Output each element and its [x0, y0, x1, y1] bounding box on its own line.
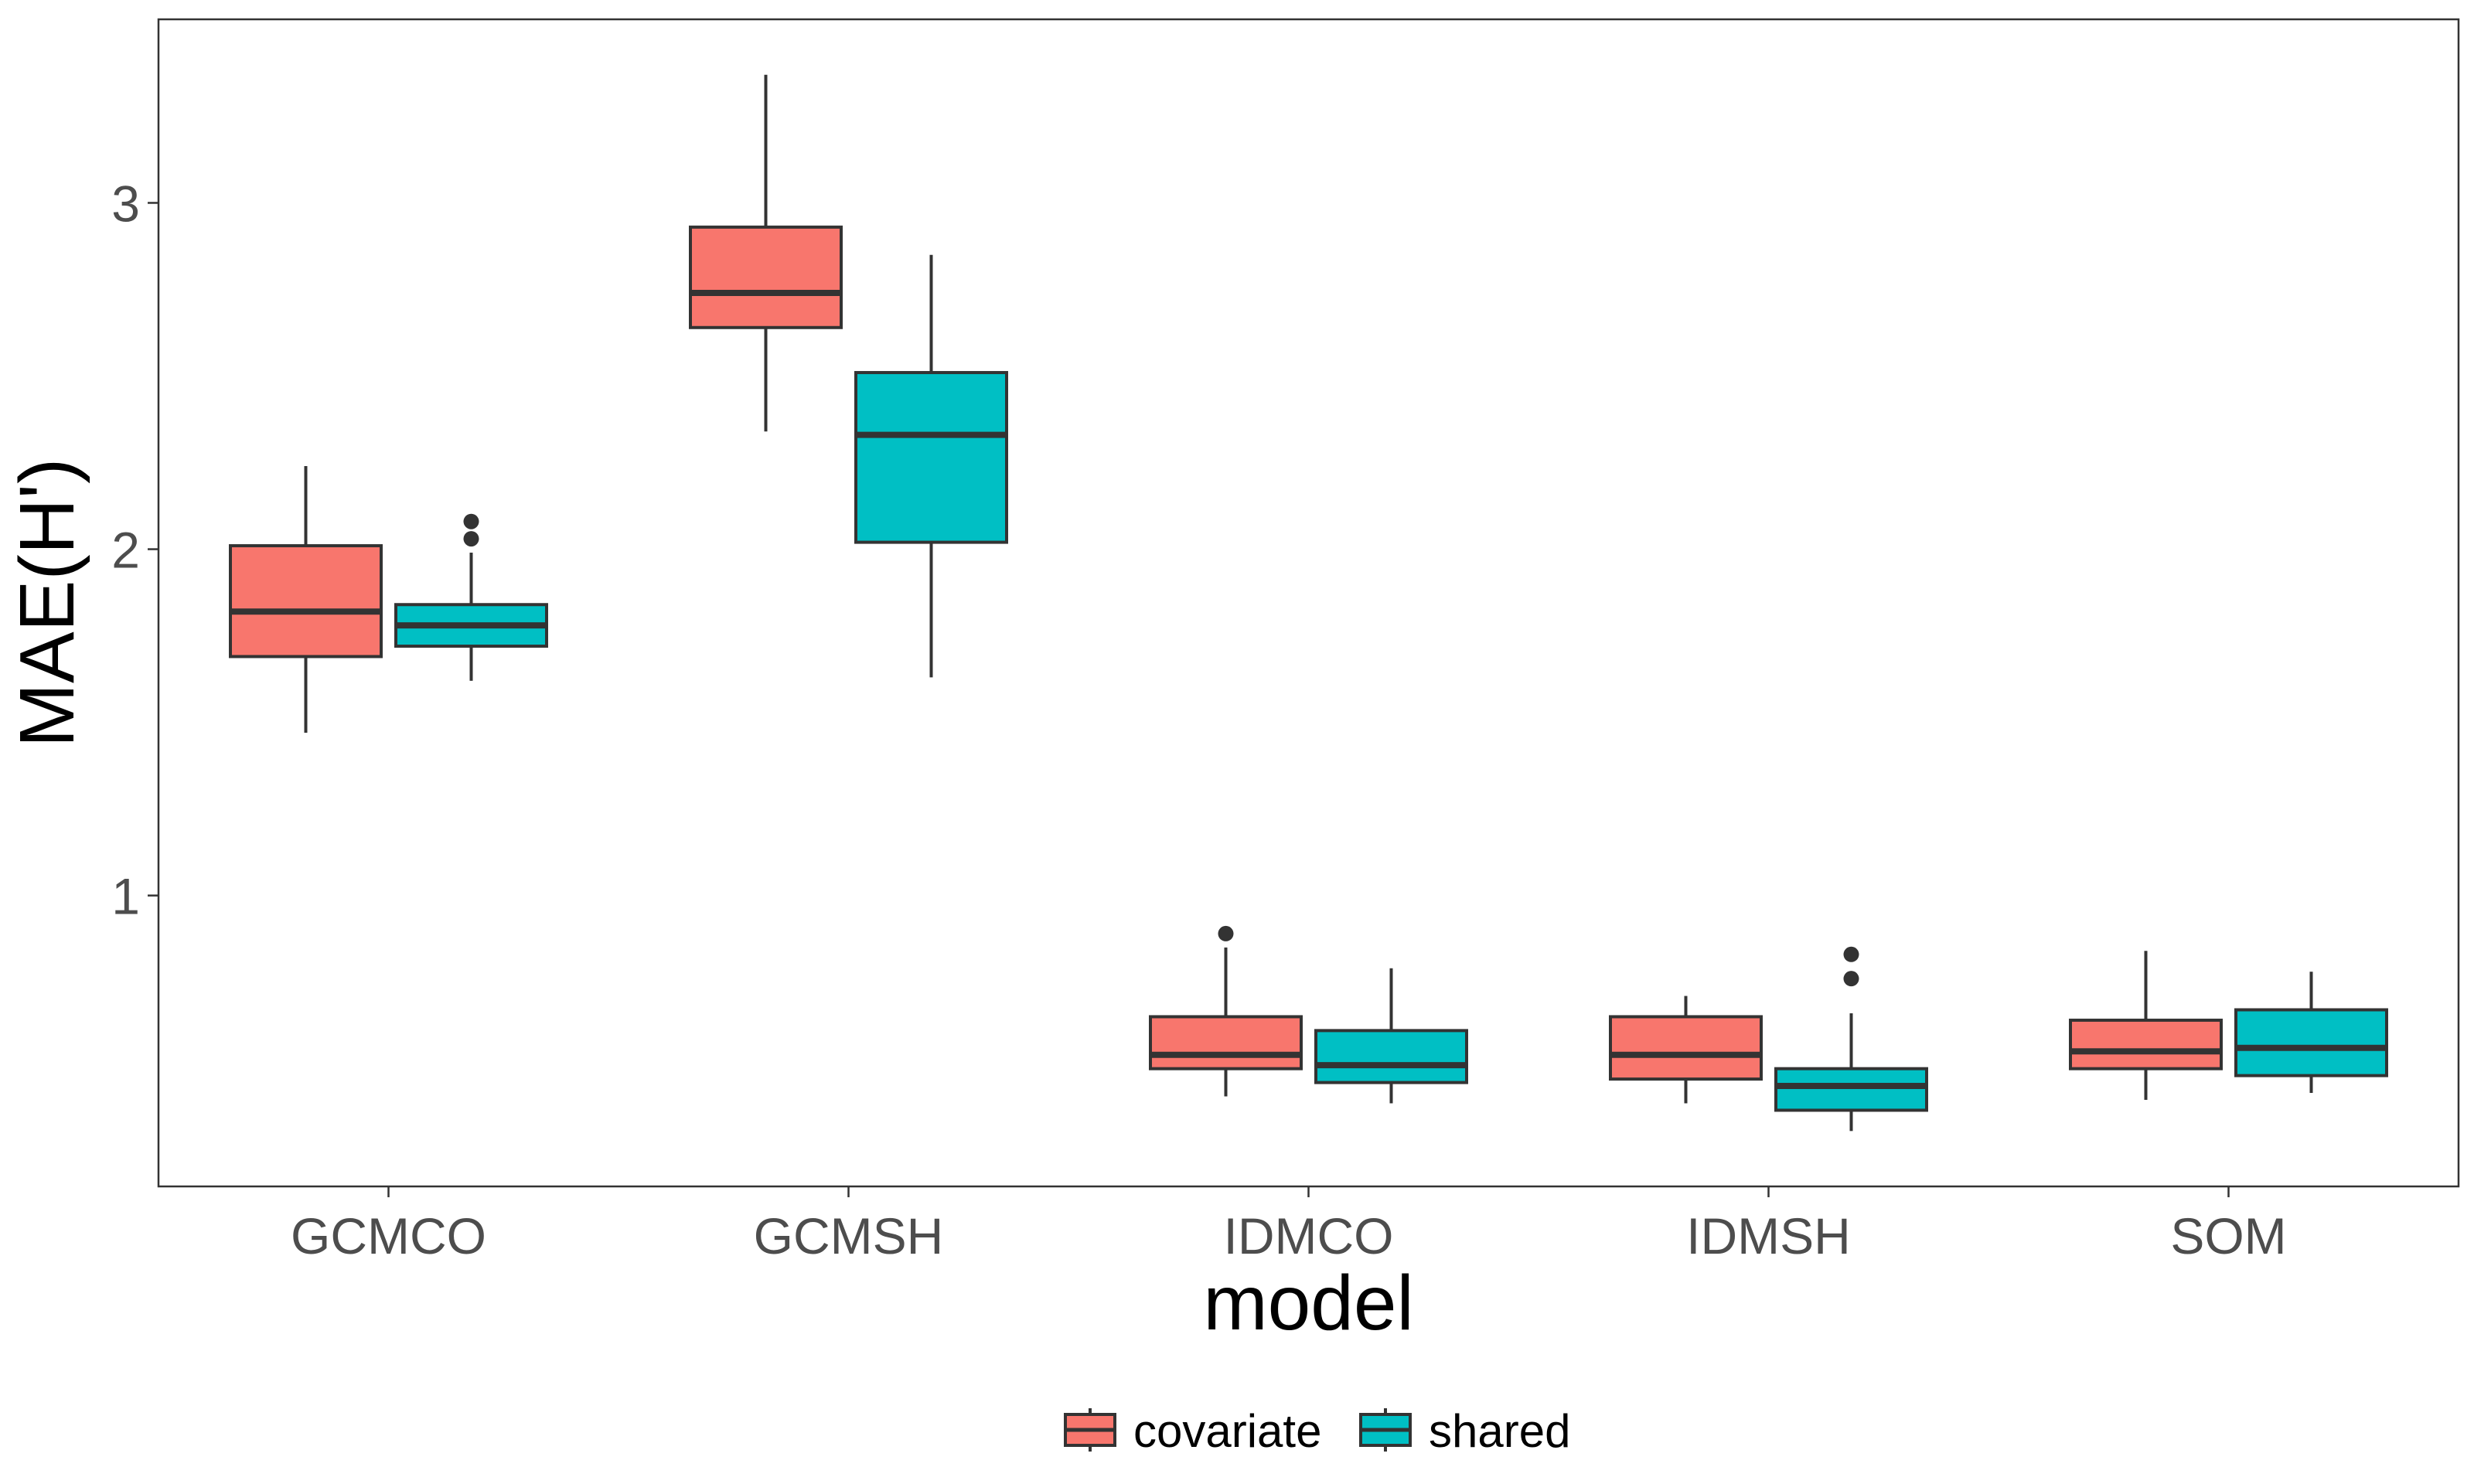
x-axis: GCMCO GCMSH IDMCO IDMSH SOM — [291, 1186, 2287, 1264]
box-series — [229, 74, 2388, 1132]
y-tick-label: 3 — [111, 175, 140, 232]
box-covariate-IDMCO — [1149, 925, 1303, 1097]
x-tick-label: IDMSH — [1686, 1207, 1851, 1264]
legend-item-covariate: covariate — [1064, 1405, 1321, 1457]
box-iqr — [2234, 1008, 2388, 1077]
box-shared-IDMSH — [1774, 946, 1928, 1132]
box-iqr — [1314, 1029, 1468, 1084]
x-tick-label: IDMCO — [1224, 1207, 1394, 1264]
x-tick-label: GCMCO — [291, 1207, 486, 1264]
box-iqr — [2069, 1018, 2223, 1070]
box-iqr — [1149, 1015, 1303, 1070]
legend-key — [1064, 1408, 1116, 1452]
x-tick-label: SOM — [2170, 1207, 2286, 1264]
box-covariate-IDMSH — [1609, 996, 1763, 1104]
legend-label: covariate — [1133, 1405, 1321, 1457]
outlier-point — [1843, 971, 1859, 987]
box-covariate-SOM — [2069, 951, 2223, 1100]
legend: covariate shared — [1064, 1405, 1570, 1457]
box-iqr — [854, 371, 1008, 544]
box-shared-GCMSH — [854, 254, 1008, 678]
outlier-point — [463, 513, 479, 529]
box-iqr — [1774, 1067, 1928, 1112]
outlier-point — [1218, 925, 1234, 941]
legend-label: shared — [1429, 1405, 1570, 1457]
y-axis: 1 2 3 — [111, 175, 158, 925]
outlier-point — [1843, 946, 1859, 962]
legend-item-shared: shared — [1359, 1405, 1570, 1457]
y-axis-title: MAE(H') — [4, 458, 90, 748]
y-tick-label: 1 — [111, 868, 140, 925]
box-covariate-GCMCO — [229, 466, 383, 733]
outlier-point — [463, 531, 479, 547]
x-tick-label: GCMSH — [754, 1207, 944, 1264]
box-shared-IDMCO — [1314, 968, 1468, 1104]
box-iqr — [689, 225, 843, 329]
x-axis-title: model — [1203, 1260, 1413, 1346]
box-shared-SOM — [2234, 972, 2388, 1094]
box-iqr — [229, 544, 383, 659]
y-tick-label: 2 — [111, 522, 140, 579]
plot-panel — [157, 18, 2460, 1188]
box-iqr — [1609, 1015, 1763, 1081]
legend-key — [1359, 1408, 1412, 1452]
box-covariate-GCMSH — [689, 74, 843, 432]
box-shared-GCMCO — [394, 513, 548, 681]
